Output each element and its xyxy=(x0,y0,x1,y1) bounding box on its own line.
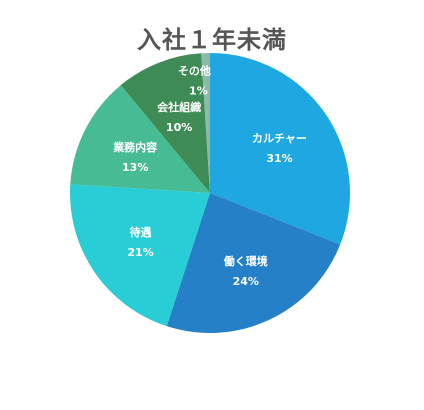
pie-slice xyxy=(166,193,341,334)
slice-label: その他 xyxy=(178,63,211,77)
slice-value-label: 1% xyxy=(189,84,208,97)
slice-value-label: 10% xyxy=(166,121,192,134)
chart-title: 入社１年未満 xyxy=(137,26,287,54)
pie-slice xyxy=(201,53,210,193)
slice-value-label: 24% xyxy=(233,275,259,288)
pie-slice xyxy=(70,184,211,327)
slice-label: 会社組織 xyxy=(157,100,201,114)
pie-slice xyxy=(120,53,210,193)
slice-label: 業務内容 xyxy=(112,140,157,154)
slice-value-label: 21% xyxy=(127,246,153,259)
slice-label: カルチャー xyxy=(252,132,307,145)
slice-label: 待遇 xyxy=(129,225,152,239)
slice-label: 働く環境 xyxy=(223,254,268,268)
pie-slice xyxy=(70,85,210,193)
slice-value-label: 13% xyxy=(122,161,148,174)
slice-value-label: 31% xyxy=(266,152,292,165)
pie-slice xyxy=(210,53,351,245)
